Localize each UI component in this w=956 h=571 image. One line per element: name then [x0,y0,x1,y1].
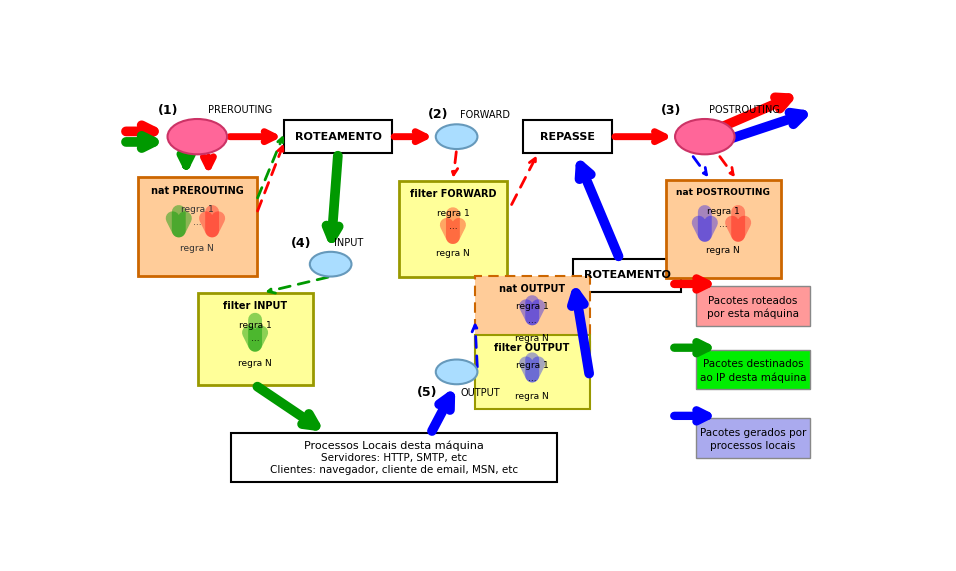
Circle shape [675,119,734,154]
Text: regra 1: regra 1 [239,321,272,330]
Text: (5): (5) [417,387,437,400]
Text: ao IP desta máquina: ao IP desta máquina [700,372,806,383]
Text: ...: ... [528,316,536,324]
Bar [696,350,811,389]
Bar [230,433,556,482]
Circle shape [167,119,228,154]
Bar [523,120,612,153]
Text: ...: ... [448,222,457,231]
Bar [696,286,811,325]
Text: filter FORWARD: filter FORWARD [410,189,496,199]
Text: regra N: regra N [515,392,549,401]
Text: nat POSTROUTING: nat POSTROUTING [677,188,771,198]
Text: OUTPUT: OUTPUT [461,388,500,398]
Text: nat OUTPUT: nat OUTPUT [499,284,565,294]
Text: Servidores: HTTP, SMTP, etc: Servidores: HTTP, SMTP, etc [320,453,467,463]
Bar [475,335,590,409]
Text: (4): (4) [291,236,312,250]
Circle shape [310,252,352,276]
Bar [284,120,392,153]
Text: regra N: regra N [706,247,740,255]
Circle shape [436,360,477,384]
Text: processos locais: processos locais [710,441,795,451]
Text: POSTROUTING: POSTROUTING [708,105,779,115]
Text: regra N: regra N [181,244,214,254]
Text: FORWARD: FORWARD [461,110,511,120]
Text: regra 1: regra 1 [706,207,740,216]
Text: Clientes: navegador, cliente de email, MSN, etc: Clientes: navegador, cliente de email, M… [270,465,518,475]
Text: Pacotes roteados: Pacotes roteados [708,296,797,305]
Text: regra N: regra N [515,335,549,343]
Bar [198,293,313,385]
Bar [400,180,507,278]
Text: ROTEAMENTO: ROTEAMENTO [583,270,670,280]
Text: (2): (2) [428,108,448,121]
Bar [574,259,681,292]
Text: ROTEAMENTO: ROTEAMENTO [294,132,381,142]
Bar [138,178,256,276]
Text: regra 1: regra 1 [516,302,549,311]
Bar [666,179,781,279]
Text: PREROUTING: PREROUTING [208,105,272,115]
Text: Pacotes gerados por: Pacotes gerados por [700,428,806,437]
Text: Pacotes destinados: Pacotes destinados [703,359,803,369]
Text: ...: ... [193,218,202,227]
Text: INPUT: INPUT [335,238,363,248]
Bar [696,418,811,457]
Text: REPASSE: REPASSE [540,132,596,142]
Text: regra 1: regra 1 [516,361,549,370]
Text: ...: ... [719,220,728,229]
Text: ...: ... [250,335,259,343]
Text: Processos Locais desta máquina: Processos Locais desta máquina [304,440,484,451]
Text: nat PREROUTING: nat PREROUTING [151,186,244,196]
Circle shape [436,124,477,149]
Text: filter OUTPUT: filter OUTPUT [494,343,570,353]
Text: regra 1: regra 1 [437,209,469,218]
Text: regra N: regra N [238,359,272,368]
Bar [475,276,590,353]
Text: regra 1: regra 1 [181,205,214,214]
Text: regra N: regra N [436,249,469,258]
Text: (1): (1) [158,104,178,117]
Text: por esta máquina: por esta máquina [707,308,799,319]
Text: (3): (3) [662,104,682,117]
Text: filter INPUT: filter INPUT [223,301,287,311]
Text: ...: ... [528,374,536,383]
